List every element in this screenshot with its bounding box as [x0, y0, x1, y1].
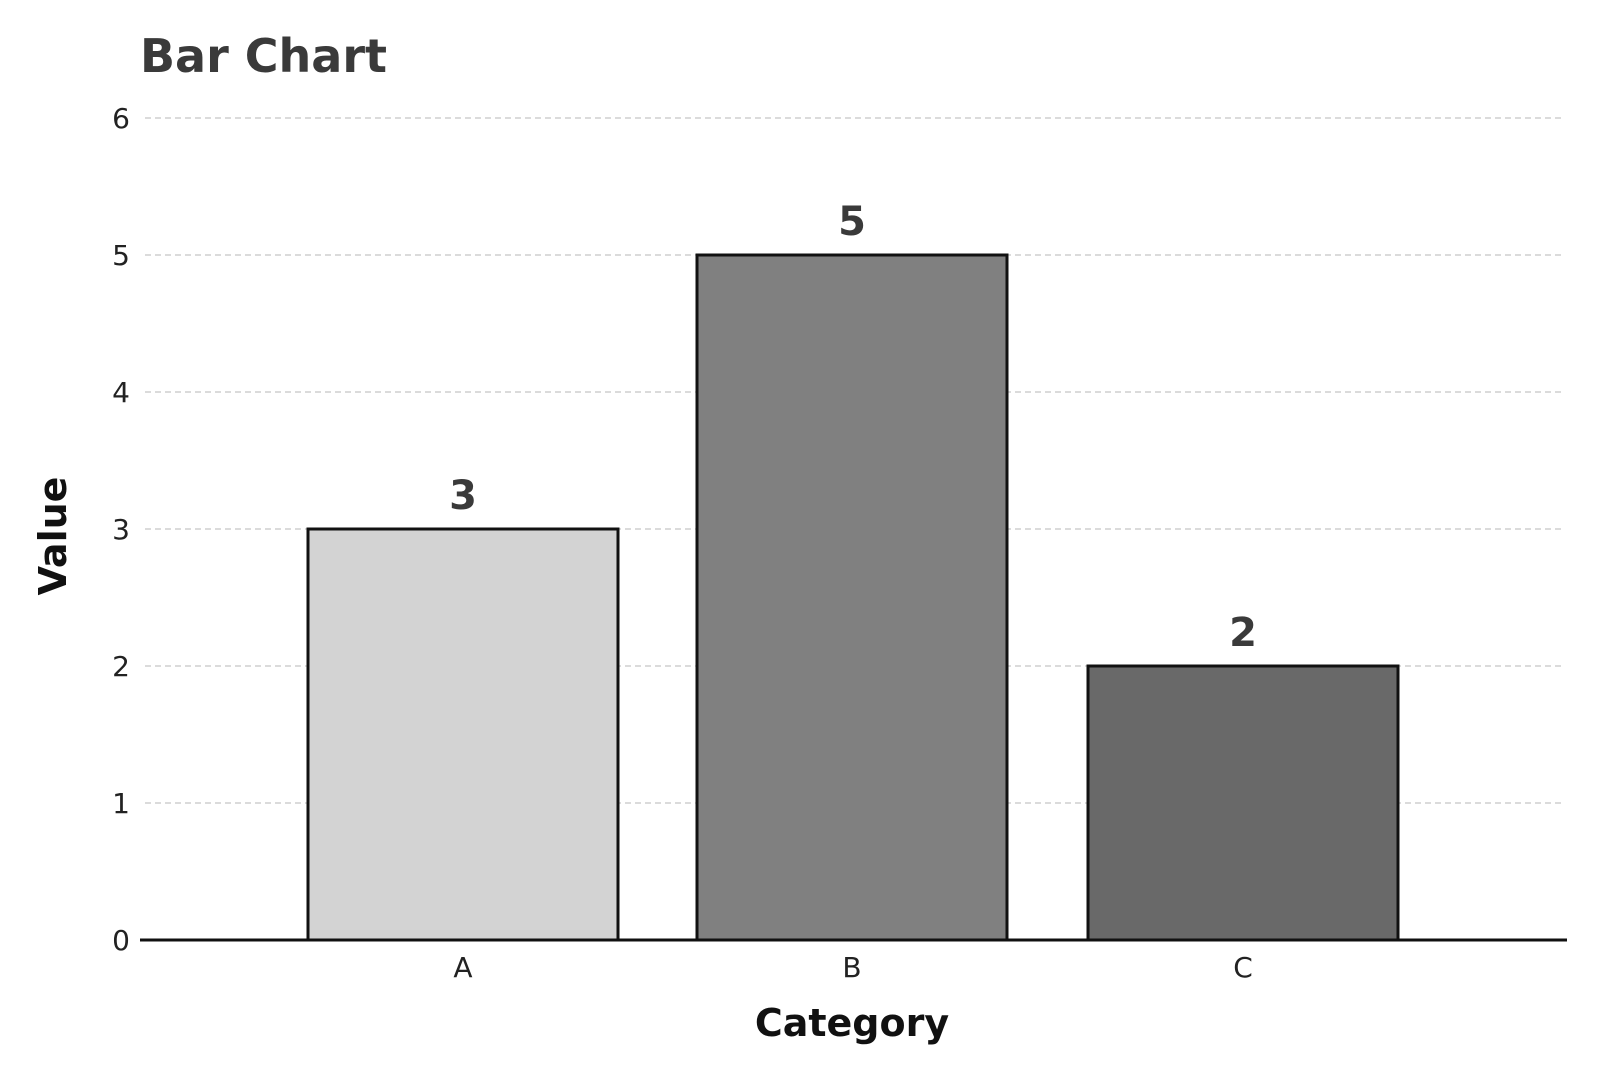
x-axis-title: Category — [755, 1001, 950, 1045]
y-axis-title: Value — [31, 477, 75, 596]
y-tick-label: 4 — [112, 376, 130, 409]
x-tick-labels: A B C — [453, 951, 1252, 984]
chart-title: Bar Chart — [140, 29, 387, 83]
y-tick-label: 6 — [112, 102, 130, 135]
x-tick-label: B — [842, 951, 861, 984]
bar-b — [695, 253, 1009, 942]
x-tick-label: A — [453, 951, 472, 984]
data-labels: 3 5 2 — [449, 199, 1257, 656]
bar-a — [306, 527, 620, 942]
y-tick-label: 1 — [112, 787, 130, 820]
bar-c — [1086, 664, 1400, 942]
y-tick-label: 2 — [112, 650, 130, 683]
data-label-c: 2 — [1229, 610, 1257, 656]
data-label-a: 3 — [449, 473, 477, 519]
x-tick-label: C — [1233, 951, 1253, 984]
y-tick-label: 5 — [112, 239, 130, 272]
y-tick-labels: 0 1 2 3 4 5 6 — [112, 102, 130, 957]
y-tick-label: 3 — [112, 513, 130, 546]
data-label-b: 5 — [838, 199, 866, 245]
y-tick-label: 0 — [112, 924, 130, 957]
bars — [306, 253, 1400, 942]
